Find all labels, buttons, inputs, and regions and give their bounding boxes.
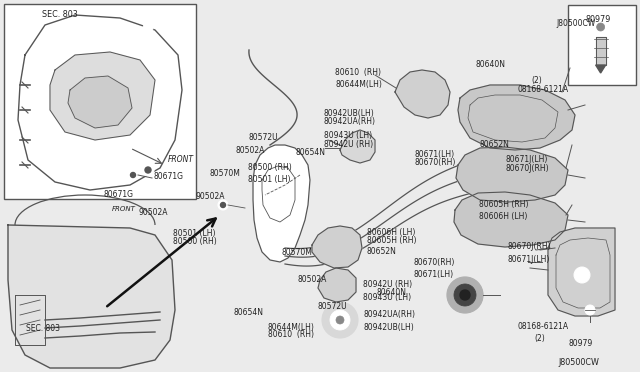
Text: 80979: 80979 xyxy=(568,339,593,348)
Text: SEC. 803: SEC. 803 xyxy=(42,10,77,19)
Text: 80671G: 80671G xyxy=(104,190,134,199)
Text: 80671J(LH): 80671J(LH) xyxy=(508,255,550,264)
Polygon shape xyxy=(8,225,175,368)
Text: 80500 (RH): 80500 (RH) xyxy=(173,237,216,246)
Text: 80572U: 80572U xyxy=(318,302,348,311)
Text: FRONT: FRONT xyxy=(112,206,136,212)
Text: 08168-6121A: 08168-6121A xyxy=(518,322,569,331)
Text: 80979: 80979 xyxy=(585,15,611,24)
Text: 90502A: 90502A xyxy=(195,192,225,201)
Text: 80502A: 80502A xyxy=(298,275,328,284)
Circle shape xyxy=(591,17,611,37)
Text: (2): (2) xyxy=(534,334,545,343)
Polygon shape xyxy=(312,226,362,268)
Text: J80500CW: J80500CW xyxy=(557,19,596,28)
Text: (2): (2) xyxy=(531,76,542,85)
Circle shape xyxy=(460,290,470,300)
Text: 80570M: 80570M xyxy=(209,169,240,178)
Text: 80654N: 80654N xyxy=(234,308,264,317)
Circle shape xyxy=(322,302,358,338)
Circle shape xyxy=(128,170,138,180)
Text: 80644M(LH): 80644M(LH) xyxy=(268,323,314,332)
Circle shape xyxy=(131,173,136,177)
Text: 80670(RH): 80670(RH) xyxy=(415,158,456,167)
Circle shape xyxy=(218,200,228,210)
Text: 80605H (RH): 80605H (RH) xyxy=(367,236,416,245)
Text: J80500CW: J80500CW xyxy=(558,358,599,367)
Text: 80671(LH): 80671(LH) xyxy=(414,270,454,279)
Text: 80570M: 80570M xyxy=(282,248,313,257)
Polygon shape xyxy=(318,268,356,302)
Text: 80605H (RH): 80605H (RH) xyxy=(479,200,529,209)
Polygon shape xyxy=(596,37,605,65)
Polygon shape xyxy=(596,65,605,73)
Polygon shape xyxy=(458,85,575,150)
Text: 90502A: 90502A xyxy=(138,208,168,217)
Circle shape xyxy=(330,310,350,330)
Circle shape xyxy=(145,167,151,173)
Polygon shape xyxy=(548,228,615,316)
Text: 80670J(RH): 80670J(RH) xyxy=(506,164,549,173)
Bar xyxy=(568,5,636,85)
Circle shape xyxy=(454,284,476,306)
Bar xyxy=(4,4,196,199)
Text: 80652N: 80652N xyxy=(367,247,397,256)
Polygon shape xyxy=(456,147,568,202)
Text: 80943U (LH): 80943U (LH) xyxy=(324,131,372,140)
Text: 80671(LH): 80671(LH) xyxy=(415,150,455,159)
Polygon shape xyxy=(454,192,568,247)
Text: 08168-6121A: 08168-6121A xyxy=(517,85,568,94)
Text: 80671G: 80671G xyxy=(153,172,183,181)
Text: 80671J(LH): 80671J(LH) xyxy=(506,155,548,164)
Polygon shape xyxy=(68,76,132,128)
Text: 80942U (RH): 80942U (RH) xyxy=(363,280,412,289)
Circle shape xyxy=(585,305,595,315)
Polygon shape xyxy=(50,52,155,140)
Circle shape xyxy=(221,202,225,208)
Circle shape xyxy=(142,164,154,176)
Text: 80640N: 80640N xyxy=(376,288,406,296)
Text: 80942UA(RH): 80942UA(RH) xyxy=(363,310,415,319)
Circle shape xyxy=(447,277,483,313)
Polygon shape xyxy=(253,145,310,262)
Text: 80670J(RH): 80670J(RH) xyxy=(508,242,552,251)
Circle shape xyxy=(574,267,590,283)
Text: 80501 (LH): 80501 (LH) xyxy=(173,229,215,238)
Text: 80652N: 80652N xyxy=(479,140,509,149)
Text: FRONT: FRONT xyxy=(168,155,194,164)
Text: 80606H (LH): 80606H (LH) xyxy=(479,212,527,221)
Text: 80943U (LH): 80943U (LH) xyxy=(363,293,411,302)
Text: 80942UB(LH): 80942UB(LH) xyxy=(324,109,374,118)
Text: SEC. 803: SEC. 803 xyxy=(26,324,60,333)
Polygon shape xyxy=(395,70,450,118)
Text: 80942UB(LH): 80942UB(LH) xyxy=(363,323,413,332)
Text: 80654N: 80654N xyxy=(295,148,325,157)
Text: 80572U: 80572U xyxy=(248,133,278,142)
Text: 80640N: 80640N xyxy=(475,60,505,69)
Polygon shape xyxy=(340,130,375,163)
Text: 80500 (RH): 80500 (RH) xyxy=(248,163,292,172)
Text: 80942U (RH): 80942U (RH) xyxy=(324,140,373,148)
Text: 80606H (LH): 80606H (LH) xyxy=(367,228,415,237)
Circle shape xyxy=(336,316,344,324)
Text: 80644M(LH): 80644M(LH) xyxy=(335,80,382,89)
Text: 80670(RH): 80670(RH) xyxy=(414,258,456,267)
Text: 80502A: 80502A xyxy=(236,146,265,155)
Text: 80942UA(RH): 80942UA(RH) xyxy=(324,117,376,126)
Text: 80501 (LH): 80501 (LH) xyxy=(248,175,291,184)
Text: 80610  (RH): 80610 (RH) xyxy=(268,330,314,339)
Circle shape xyxy=(596,23,605,31)
Text: 80610  (RH): 80610 (RH) xyxy=(335,68,381,77)
Circle shape xyxy=(143,23,153,33)
Polygon shape xyxy=(18,15,182,190)
